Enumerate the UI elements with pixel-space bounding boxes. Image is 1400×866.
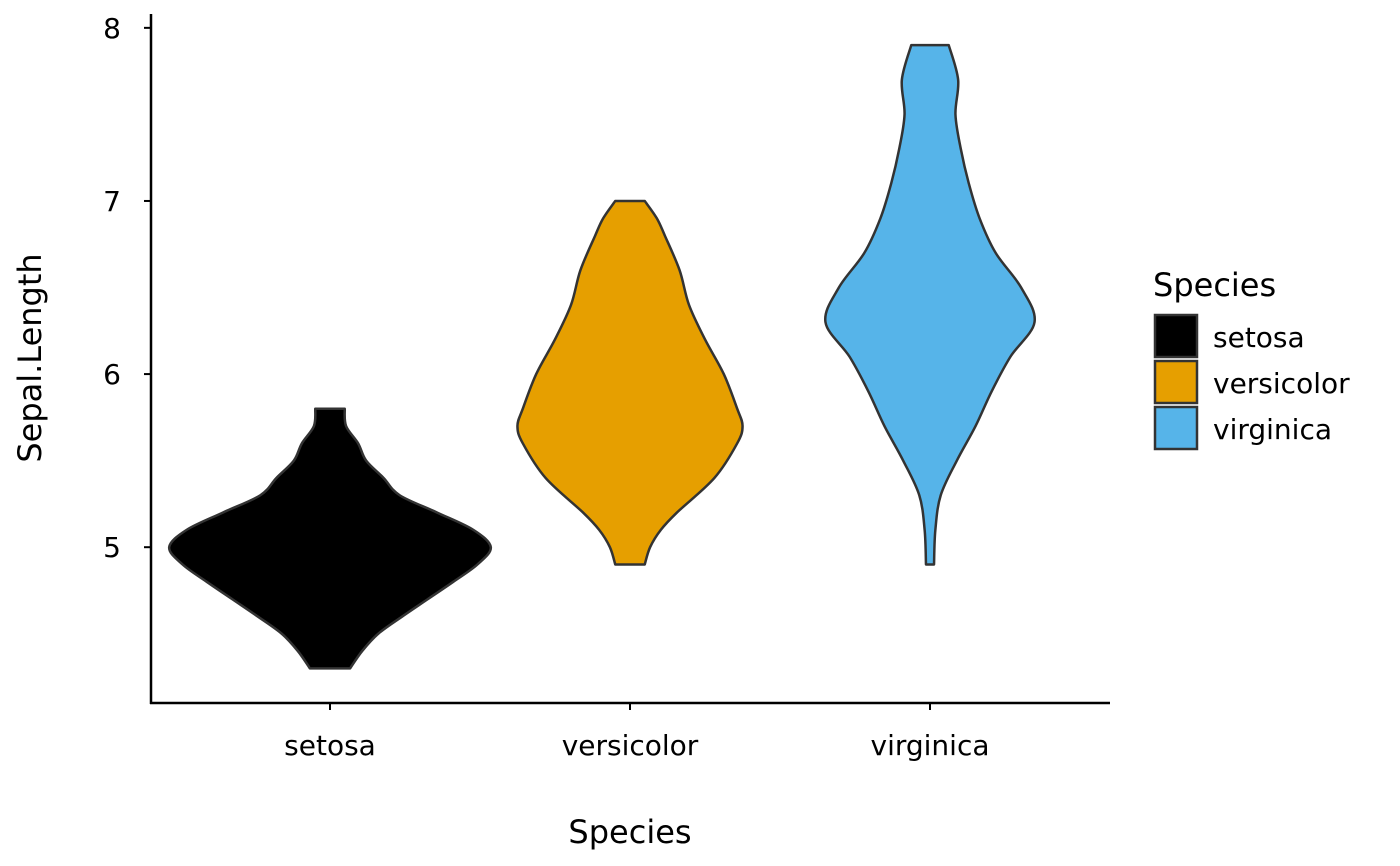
violin-versicolor (516, 199, 744, 566)
y-ticks: 5 6 7 8 (103, 12, 151, 564)
y-tick-label: 5 (103, 531, 121, 564)
legend-label-setosa: setosa (1213, 321, 1305, 354)
y-axis-title: Sepal.Length (11, 253, 49, 462)
legend-label-virginica: virginica (1213, 413, 1332, 446)
y-tick-label: 8 (103, 12, 121, 45)
legend-label-versicolor: versicolor (1213, 367, 1350, 400)
legend: Species setosa versicolor virginica (1153, 266, 1350, 451)
x-ticks: setosa versicolor virginica (284, 703, 990, 762)
legend-title: Species (1153, 266, 1276, 304)
legend-key-setosa (1153, 313, 1199, 359)
x-axis-title: Species (568, 813, 691, 851)
y-tick-label: 6 (103, 358, 121, 391)
x-tick-label-setosa: setosa (284, 729, 376, 762)
violin-setosa (167, 407, 493, 670)
legend-entries: setosa versicolor virginica (1153, 313, 1350, 451)
legend-key-virginica (1153, 405, 1199, 451)
violins-layer (167, 43, 1036, 670)
legend-key-versicolor (1153, 359, 1199, 405)
x-tick-label-versicolor: versicolor (562, 729, 699, 762)
x-tick-label-virginica: virginica (871, 729, 990, 762)
y-tick-label: 7 (103, 185, 121, 218)
violin-virginica (824, 43, 1036, 566)
